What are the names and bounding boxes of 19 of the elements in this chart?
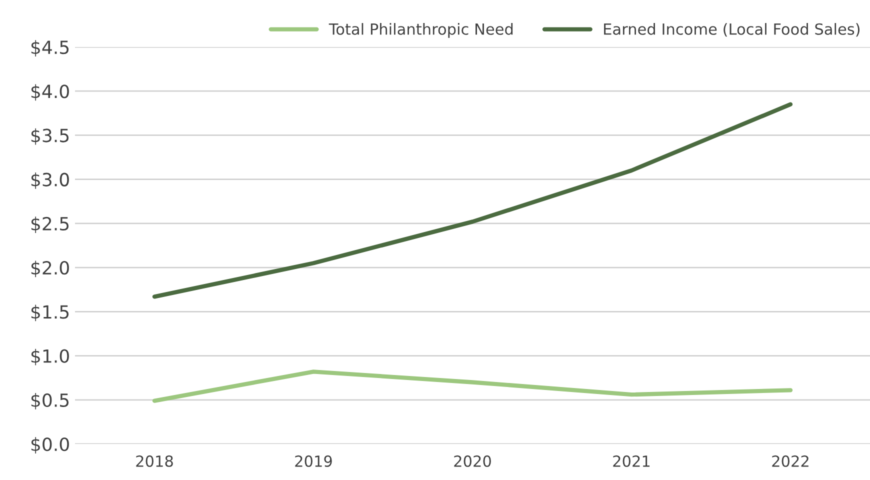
x-tick-label: 2021	[613, 455, 650, 467]
x-tick-label: 2019	[295, 455, 332, 467]
y-tick-label: $1.0	[31, 348, 69, 366]
line-series	[152, 102, 793, 299]
x-tick-label: 2020	[454, 455, 491, 467]
y-tick-label: $4.0	[31, 84, 69, 101]
y-tick-label: $4.5	[31, 40, 69, 57]
x-tick-label: 2018	[136, 455, 173, 467]
x-tick-label: 2022	[772, 455, 808, 467]
line-series	[152, 370, 793, 403]
y-tick-label: $3.5	[31, 128, 69, 145]
y-tick-label: $3.0	[31, 172, 69, 189]
y-tick-label: $1.5	[31, 304, 69, 322]
legend-label: Earned Income (Local Food Sales)	[604, 23, 860, 37]
y-tick-label: $2.5	[31, 216, 69, 233]
legend-label: Total Philanthropic Need	[328, 23, 513, 38]
y-tick-label: $2.0	[31, 260, 69, 278]
y-tick-label: $0.5	[31, 393, 69, 410]
y-tick-label: $0.0	[31, 437, 69, 454]
